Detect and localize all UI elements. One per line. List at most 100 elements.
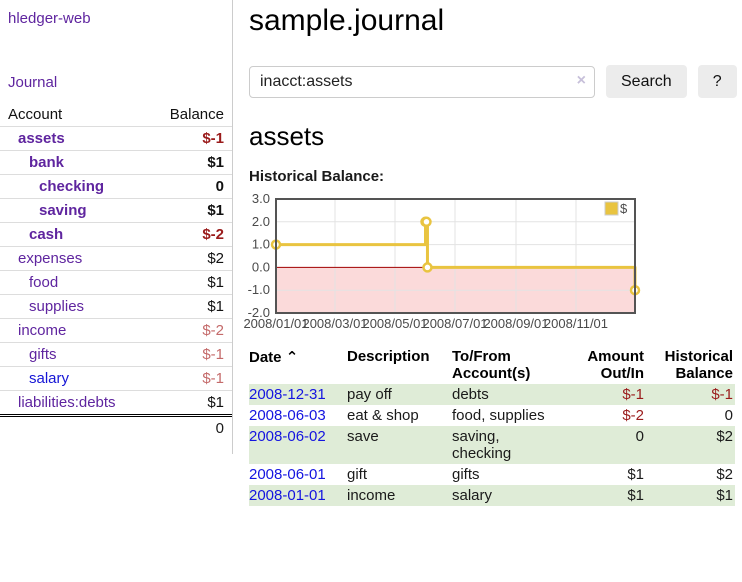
account-link[interactable]: saving [39,202,87,219]
register-date-link[interactable]: 2008-06-01 [249,466,326,483]
register-amount-cell: $1 [627,487,644,504]
accounts-header-row: Account Balance [0,103,232,127]
account-row: cash $-2 [0,222,232,247]
account-balance: $1 [147,270,232,295]
register-header-accounts: To/From Account(s) [452,348,531,382]
account-balance: $-1 [147,366,232,391]
register-amount-cell: $-1 [622,386,644,403]
svg-text:2008/05/01: 2008/05/01 [362,316,427,331]
register-accounts-cell: food, supplies [452,407,545,424]
account-row: supplies $1 [0,294,232,319]
register-balance-cell: $2 [716,466,733,483]
register-balance-cell: $-1 [711,386,733,403]
register-date-cell: 2008-06-02 [249,426,347,464]
account-cell: saving [0,198,148,223]
svg-text:$: $ [620,201,628,216]
account-cell: cash [0,222,148,247]
main-content: sample.journal × Search ? assets Histori… [233,0,742,506]
register-date-cell: 2008-12-31 [249,384,347,405]
register-description-cell: gift [347,466,368,483]
account-cell: checking [0,174,148,199]
register-header-date[interactable]: Date ⌃ [249,349,299,366]
account-balance: $-2 [147,318,232,343]
account-link[interactable]: liabilities:debts [18,394,116,411]
register-balance-cell: 0 [724,407,733,424]
account-link[interactable]: cash [29,226,64,243]
brand-link[interactable]: hledger-web [8,10,91,27]
register-date-cell: 2008-01-01 [249,485,347,506]
account-cell: liabilities:debts [0,390,148,416]
chart-title: Historical Balance: [249,168,385,185]
svg-text:2008/07/01: 2008/07/01 [422,316,487,331]
register-date-cell: 2008-06-03 [249,405,347,426]
register-row[interactable]: 2008-01-01 income salary $1 $1 [249,485,735,506]
register-header-balance: Historical Balance [664,348,733,382]
register-date-link[interactable]: 2008-06-03 [249,407,326,424]
account-balance: $1 [147,294,232,319]
register-date-link[interactable]: 2008-06-02 [249,428,326,445]
account-link[interactable]: food [29,274,59,291]
register-amount-cell: 0 [635,428,644,445]
search-input[interactable] [249,65,595,98]
accounts-total-row: 0 [0,414,232,440]
account-balance: $-1 [147,342,232,367]
account-balance: $-2 [147,222,232,247]
register-balance-cell: $2 [716,428,733,445]
account-balance: 0 [147,174,232,199]
accounts-header-balance: Balance [169,106,224,123]
historical-balance-chart: $3.0 2.0 1.0 0.0 -1.0 -2.02008/01/012008/03/0… [243,191,641,331]
accounts-header-account: Account [8,106,63,123]
register-accounts-cell: saving, checking [452,428,512,462]
register-balance-cell: $1 [716,487,733,504]
account-cell: income [0,318,148,343]
search-button[interactable]: Search [606,65,687,98]
account-row: gifts $-1 [0,342,232,367]
account-balance: $1 [147,198,232,223]
svg-text:1.0: 1.0 [252,237,270,252]
accounts-total-spacer [0,414,148,440]
account-link[interactable]: bank [29,154,65,171]
account-cell: gifts [0,342,148,367]
account-balance: $2 [147,246,232,271]
svg-text:2.0: 2.0 [252,214,270,229]
svg-text:-1.0: -1.0 [248,282,270,297]
register-accounts-cell: salary [452,487,493,504]
account-cell: food [0,270,148,295]
register-header-amount: Amount Out/In [587,348,644,382]
account-link[interactable]: assets [18,130,65,147]
register-description-cell: eat & shop [347,407,419,424]
account-link[interactable]: supplies [29,298,85,315]
account-row: liabilities:debts $1 [0,390,232,416]
register-header-description: Description [347,348,430,365]
register-row[interactable]: 2008-06-02 save saving, checking 0 $2 [249,426,735,464]
register-row[interactable]: 2008-12-31 pay off debts $-1 $-1 [249,384,735,405]
accounts-total-value: 0 [147,414,232,440]
sidebar-item-journal[interactable]: Journal [8,74,58,91]
account-link[interactable]: expenses [18,250,83,267]
register-accounts-cell: debts [452,386,489,403]
register-row[interactable]: 2008-06-01 gift gifts $1 $2 [249,464,735,485]
account-balance: $1 [147,390,232,416]
clear-search-icon[interactable]: × [576,71,586,89]
search-form: × Search ? [249,65,737,98]
register-date-link[interactable]: 2008-12-31 [249,386,326,403]
account-link[interactable]: checking [39,178,105,195]
account-row: bank $1 [0,150,232,175]
register-table: Date ⌃ Description To/From Account(s) Am… [249,346,735,506]
account-link[interactable]: salary [29,370,70,387]
account-link[interactable]: income [18,322,67,339]
account-row: checking 0 [0,174,232,199]
register-amount-cell: $1 [627,466,644,483]
sort-asc-icon: ⌃ [285,349,299,366]
register-row[interactable]: 2008-06-03 eat & shop food, supplies $-2 0 [249,405,735,426]
register-amount-cell: $-2 [622,407,644,424]
account-balance: $1 [147,150,232,175]
account-link[interactable]: gifts [29,346,57,363]
help-button[interactable]: ? [697,65,737,98]
accounts-table: Account Balance assets $-1 bank $1 checking 0… [0,103,232,440]
svg-text:2008/11/01: 2008/11/01 [544,316,608,331]
register-date-link[interactable]: 2008-01-01 [249,487,326,504]
sidebar: hledger-web Journal Account Balance asse… [0,0,233,454]
svg-text:2008/01/01: 2008/01/01 [243,316,308,331]
svg-text:3.0: 3.0 [252,191,270,206]
